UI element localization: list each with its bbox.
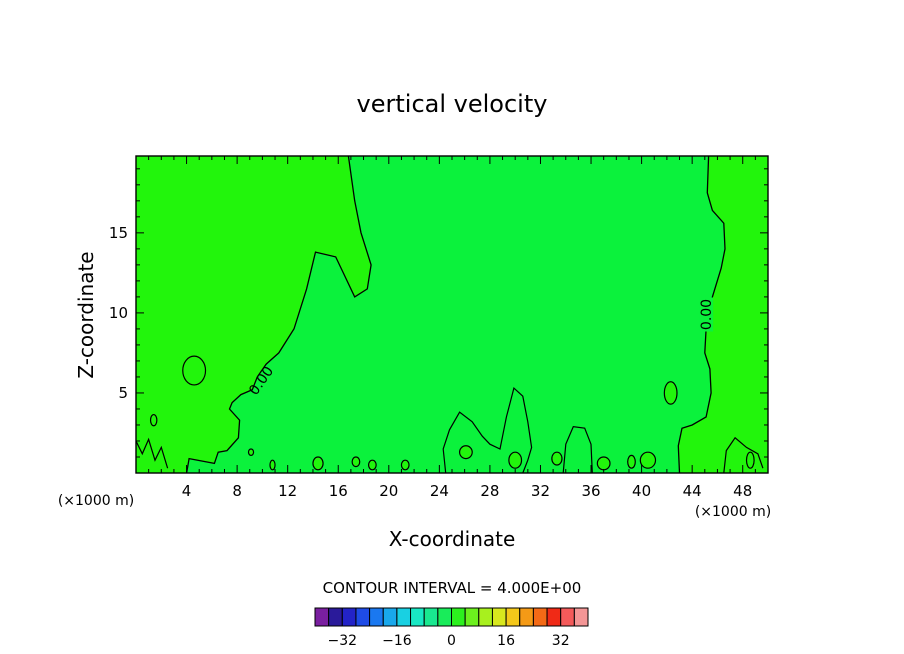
x-unit-label-left: (×1000 m)	[58, 493, 134, 509]
y-tick-label: 10	[109, 304, 128, 322]
contour-interval-label: CONTOUR INTERVAL = 4.000E+00	[323, 579, 582, 597]
contour-blob	[247, 448, 255, 456]
x-tick-label: 12	[278, 482, 297, 500]
x-tick-label: 40	[632, 482, 651, 500]
colorbar-swatch	[369, 607, 384, 627]
colorbar-swatch	[341, 607, 357, 627]
x-tick-label: 28	[480, 482, 499, 500]
x-tick-label: 32	[531, 482, 550, 500]
contour-label-gap	[699, 297, 714, 332]
contour-blob	[312, 456, 324, 471]
colorbar-tick-label: 0	[447, 633, 456, 649]
colorbar-swatch	[451, 607, 466, 627]
contour-blob	[149, 413, 158, 427]
x-tick-label: 16	[329, 482, 348, 500]
colorbar-swatch	[573, 607, 589, 627]
colorbar-tick-label: 32	[552, 633, 570, 649]
x-axis: 4 8 12 16 20 24 28 32 36 40 44 48	[148, 156, 756, 500]
colorbar-swatch	[328, 607, 343, 627]
contour-blob	[627, 454, 636, 469]
colorbar-swatch	[396, 607, 412, 627]
x-tick-label: 20	[379, 482, 398, 500]
contour-blob	[351, 456, 361, 468]
zero-contour-left	[185, 155, 372, 474]
colorbar-swatch	[314, 607, 330, 627]
contour-blob	[639, 451, 657, 469]
x-tick-label: 24	[430, 482, 449, 500]
contour-blob	[551, 451, 563, 466]
colorbar-tick-label: 16	[497, 633, 515, 649]
contour-blob	[367, 459, 377, 471]
x-tick-label: 36	[581, 482, 600, 500]
x-tick-label: 44	[683, 482, 702, 500]
contour-blob	[508, 451, 523, 469]
colorbar-swatch	[560, 607, 575, 627]
x-tick-label: 48	[733, 482, 752, 500]
contour-blob	[596, 456, 611, 471]
contour-blob	[458, 445, 473, 460]
y-tick-label: 5	[118, 384, 128, 402]
colorbar-swatch	[478, 607, 493, 627]
contour-ground-left	[135, 437, 169, 469]
x-axis-label: X-coordinate	[389, 527, 516, 551]
contour-blob	[400, 459, 410, 471]
contour-ground-right	[723, 436, 764, 474]
colorbar-tick-label: −32	[328, 633, 358, 649]
colorbar-swatch	[464, 607, 480, 627]
y-axis-label: Z-coordinate	[74, 251, 98, 378]
x-tick-label: 8	[232, 482, 242, 500]
colorbar-swatch	[532, 607, 548, 627]
colorbar-swatch	[519, 607, 534, 627]
chart-title: vertical velocity	[357, 90, 548, 118]
near-zero-region	[186, 156, 726, 473]
zero-contour-right	[677, 155, 726, 474]
contour-mid-plume	[442, 386, 533, 474]
colorbar-swatch	[505, 607, 521, 627]
contour-blob	[269, 459, 276, 471]
colorbar-swatch	[423, 607, 439, 627]
colorbar-tick-label: −16	[382, 633, 412, 649]
colorbar-swatch	[382, 607, 398, 627]
x-unit-label-right: (×1000 m)	[695, 504, 771, 520]
y-axis: 5 10 15	[109, 168, 768, 458]
contour-blob	[745, 451, 755, 469]
y-tick-label: 15	[109, 224, 128, 242]
contour-label: 0.00	[699, 299, 715, 330]
colorbar-swatch	[437, 607, 453, 627]
colorbar-swatch	[546, 607, 562, 627]
colorbar: −32 −16 0 16 32	[314, 607, 589, 649]
x-tick-label: 4	[182, 482, 192, 500]
colorbar-swatch	[410, 607, 425, 627]
colorbar-swatch	[491, 607, 507, 627]
plot-area: 0.000.00	[135, 155, 769, 474]
contour-blob	[182, 355, 207, 386]
contour-blob	[663, 381, 678, 405]
colorbar-swatch	[355, 607, 371, 627]
contour-mid-bump	[562, 425, 593, 474]
